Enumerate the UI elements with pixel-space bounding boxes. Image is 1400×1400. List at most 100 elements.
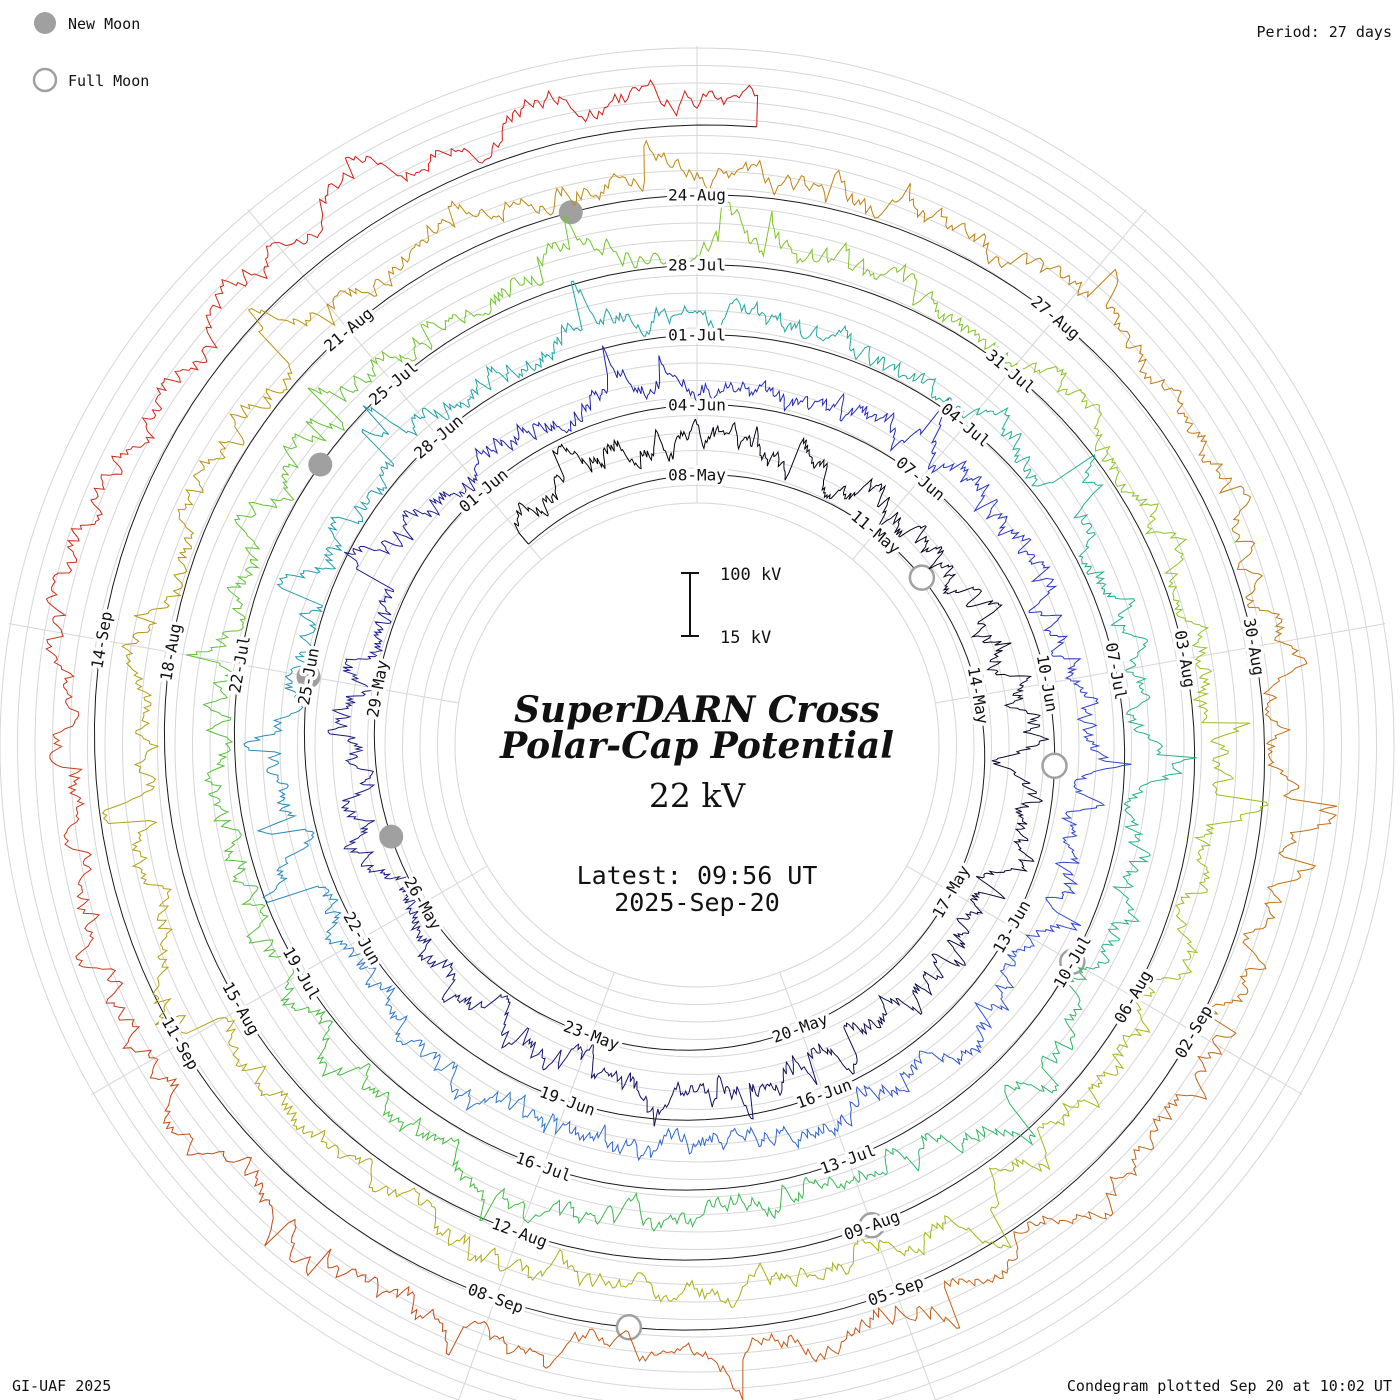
potential-trace-segment [1205,641,1338,1044]
new-moon-marker [379,824,404,849]
date-label: 03-Aug [1171,629,1200,689]
potential-trace-segment [969,687,1049,906]
date-label: 08-May [668,466,726,485]
potential-trace-segment [1135,656,1269,999]
ring-gridline [402,450,992,1040]
date-label: 04-Jul [937,399,993,451]
potential-trace-segment [276,405,421,676]
potential-trace-segment [370,214,695,365]
potential-trace-segment [485,1305,906,1400]
ring-gridline [34,82,1360,1400]
date-label: 13-Jul [817,1141,878,1179]
potential-trace-segment [342,476,476,688]
ring-gridline [262,310,1132,1180]
date-label: 27-Aug [1027,292,1083,344]
potential-trace-segment [877,511,1033,689]
date-label: 08-Sep [465,1280,526,1318]
ring-gridline [139,187,1255,1303]
potential-trace-segment [224,1017,507,1272]
potential-trace-segment [809,905,984,1075]
radial-gridline [247,209,542,560]
ring-gridline [0,47,1395,1400]
ring-gridline [437,485,957,1005]
radial-gridline [779,972,936,1400]
potential-trace-segment [525,1175,860,1232]
date-label: 14-May [964,665,993,726]
date-label: 25-Jul [365,357,421,409]
full-moon-marker [1041,752,1068,780]
period-label: Period: 27 days [1257,23,1392,41]
potential-trace-segment [1030,679,1132,937]
ring-gridline [17,65,1377,1400]
ring-gridline [104,152,1290,1338]
grid-layer [0,46,1395,1400]
ring-gridline [174,222,1220,1268]
date-label: 16-Jul [513,1148,574,1186]
ring-gridline [209,257,1185,1233]
ring-gridline [332,380,1062,1110]
potential-trace-segment [45,242,276,634]
ring-gridline [192,240,1202,1250]
latest-date: 2025-Sep-20 [614,888,780,917]
potential-trace-segment [558,1120,839,1162]
date-label: 06-Aug [1110,967,1155,1027]
current-value: 22 kV [649,776,746,815]
full-moon-marker [908,564,936,591]
potential-trace-segment [1010,362,1210,657]
potential-trace-segment [696,159,1083,291]
potential-trace-segment [327,686,420,911]
date-label: 16-Jun [793,1075,854,1113]
potential-trace-segment [858,966,1088,1183]
radial-gridline [8,623,459,704]
scale-bar [681,572,699,637]
potential-trace-segment [149,1057,487,1356]
baseline-spiral [93,124,1266,1331]
radial-gridline [906,865,1303,1095]
new-moon-marker [558,200,583,225]
date-label: 24-Aug [668,186,726,205]
date-label: 31-Jul [982,345,1038,397]
date-label: 11-Sep [158,1014,203,1074]
potential-trace-segment [696,84,759,127]
new-moon-marker [296,664,321,689]
chart-title-line2: Polar-Cap Potential [499,725,894,767]
new-moon-marker [308,452,333,477]
potential-trace-segment [506,1234,880,1308]
radial-gridline [852,209,1147,560]
full-moon-marker [858,1212,886,1239]
date-label: 18-Aug [156,622,185,682]
ring-gridline [52,100,1342,1390]
potential-trace-segment [185,359,377,664]
date-label: 19-Jul [279,944,324,1004]
potential-trace-segment [584,1041,818,1127]
ring-gridline [157,205,1237,1285]
potential-trace-segment [45,632,156,1059]
ring-gridline [419,467,975,1023]
ring-gridline [279,327,1115,1163]
ring-gridline [384,432,1010,1058]
potential-trace-segment [878,998,1151,1257]
potential-trace-segment [695,418,891,528]
potential-trace-segment [694,297,977,419]
date-label: 29-May [363,658,392,719]
date-label: 10-Jul [1050,932,1095,992]
date-label: 22-Jun [339,909,384,969]
potential-trace-segment [1085,665,1197,970]
potential-trace-segment [513,418,696,545]
ring-gridline [367,415,1027,1075]
date-label: 07-Jun [892,453,948,505]
potential-trace-segment [694,193,1012,367]
potential-trace-segment [1077,268,1285,643]
moon-legend: New Moon Full Moon [32,12,149,93]
plotted-note: Condegram plotted Sep 20 at 10:02 UT [1067,1377,1392,1395]
potential-trace-segment [243,674,348,950]
potential-trace-segment [420,280,696,421]
date-label: 19-Jun [537,1082,598,1120]
date-label: 22-Jul [225,634,254,694]
potential-trace-segment [904,1043,1223,1329]
potential-trace-segment [928,460,1082,680]
potential-trace-segment [837,934,1035,1128]
potential-trace-segment [347,947,560,1136]
